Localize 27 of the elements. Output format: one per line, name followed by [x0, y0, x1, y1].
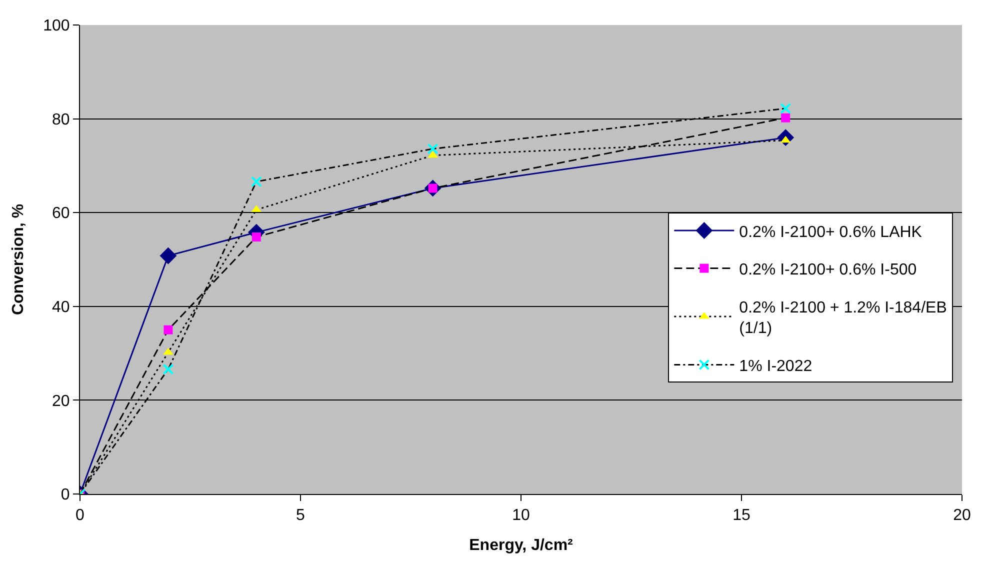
y-tick-label: 0 — [60, 486, 70, 504]
point — [162, 364, 174, 375]
y-tick-label: 80 — [52, 111, 70, 128]
x-tick-label: 5 — [296, 507, 306, 524]
x-tick-label: 15 — [732, 507, 750, 524]
y-tick-label: 100 — [43, 18, 70, 35]
x-axis-title: Energy, J/cm² — [469, 536, 573, 554]
x-tick-label: 20 — [953, 507, 971, 524]
point — [250, 176, 262, 188]
y-tick-label: 40 — [52, 299, 70, 316]
legend-label: 0.2% I-2100+ 0.6% I-500 — [739, 262, 917, 279]
point — [427, 143, 438, 154]
point — [780, 102, 792, 114]
point — [164, 325, 173, 334]
legend-label: 1% I-2022 — [739, 358, 812, 375]
point — [781, 113, 790, 122]
point — [163, 348, 174, 355]
y-tick-label: 20 — [52, 392, 70, 410]
point — [160, 247, 177, 264]
x-tick-label: 10 — [512, 507, 530, 524]
y-axis-title: Conversion, % — [10, 204, 27, 316]
legend-label: 0.2% I-2100 + 1.2% I-184/EB (1/1) — [739, 299, 947, 338]
point — [428, 150, 438, 158]
point — [252, 232, 261, 242]
x-tick-label: 0 — [76, 507, 85, 524]
y-tick-label: 60 — [52, 205, 70, 222]
legend-label: 0.2% I-2100+ 0.6% LAHK — [739, 224, 922, 241]
